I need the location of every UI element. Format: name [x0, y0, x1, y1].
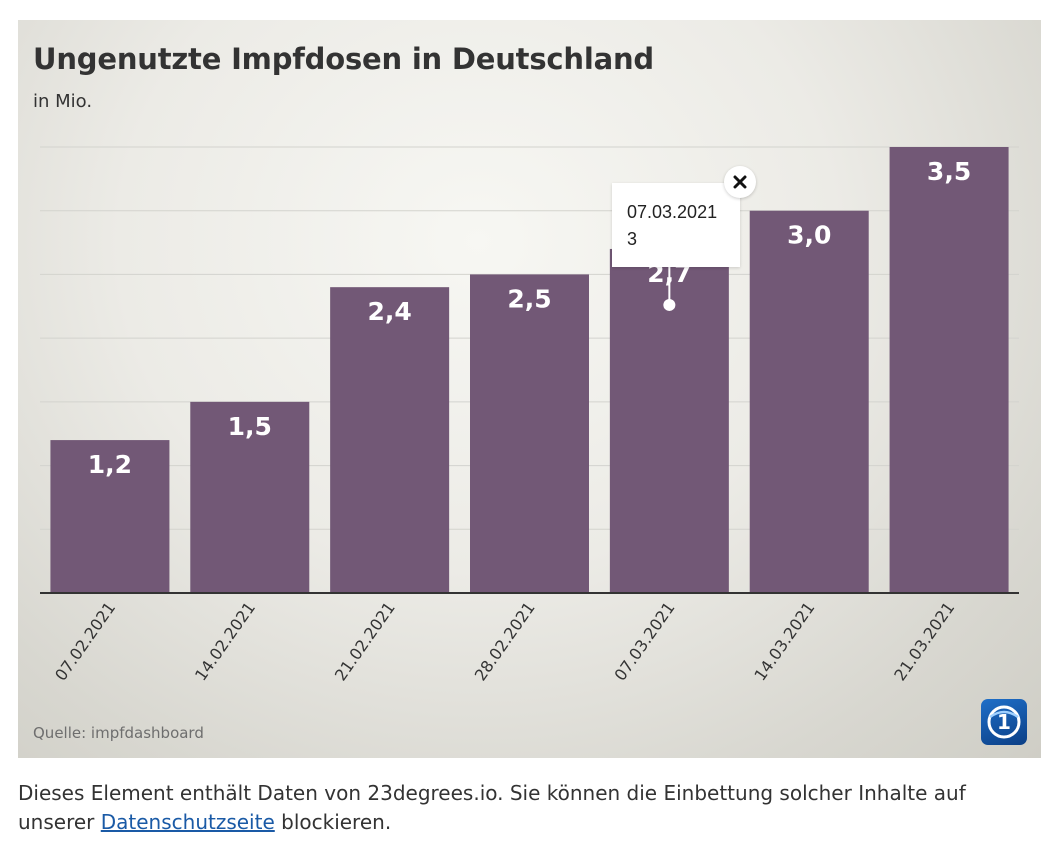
x-tick-label: 21.02.2021 — [331, 598, 399, 684]
bar-value-label: 2,5 — [507, 284, 551, 313]
tooltip-date: 07.03.2021 — [627, 202, 718, 222]
x-tick-label: 28.02.2021 — [471, 598, 539, 684]
bar-chart: 1,2 07.02.2021 1,5 14.02.2021 2,4 21.02.2021 2… — [40, 146, 1019, 684]
ard-das-erste-logo-icon[interactable]: 1 — [981, 699, 1027, 745]
notice-text-end: blockieren. — [281, 810, 392, 834]
x-tick-label: 07.02.2021 — [51, 598, 119, 684]
x-tick-label: 14.03.2021 — [750, 598, 818, 684]
bar[interactable] — [749, 210, 869, 593]
x-tick-label: 14.02.2021 — [191, 598, 259, 684]
embed-notice: Dieses Element enthält Daten von 23degre… — [18, 779, 1048, 837]
bar[interactable] — [889, 147, 1009, 593]
bar-value-label: 1,5 — [228, 412, 272, 441]
bar-value-label: 1,2 — [88, 450, 132, 479]
notice-text: Dieses Element enthält Daten von 23degre… — [18, 781, 966, 834]
x-tick-label: 21.03.2021 — [890, 598, 958, 684]
data-tooltip: 07.03.2021 3 — [612, 183, 740, 267]
bar[interactable] — [330, 287, 450, 593]
bar-value-label: 3,5 — [927, 157, 971, 186]
privacy-page-link[interactable]: Datenschutzseite — [100, 810, 275, 834]
source-note: Quelle: impfdashboard — [33, 724, 204, 742]
close-icon — [733, 175, 747, 189]
bar-value-label: 3,0 — [787, 221, 831, 250]
chart-subtitle: in Mio. — [33, 91, 93, 112]
x-tick-label: 07.03.2021 — [611, 598, 679, 684]
bar[interactable] — [190, 401, 310, 593]
bar[interactable] — [50, 440, 170, 593]
bar-value-label: 2,4 — [367, 297, 411, 326]
tooltip-close-button[interactable] — [724, 166, 756, 198]
chart-panel: Ungenutzte Impfdosen in Deutschland in M… — [18, 20, 1041, 758]
bar[interactable] — [470, 274, 589, 593]
chart-title: Ungenutzte Impfdosen in Deutschland — [33, 42, 654, 76]
logo-text: 1 — [997, 710, 1011, 734]
tooltip-value: 3 — [627, 229, 638, 249]
tooltip-point — [663, 298, 676, 311]
